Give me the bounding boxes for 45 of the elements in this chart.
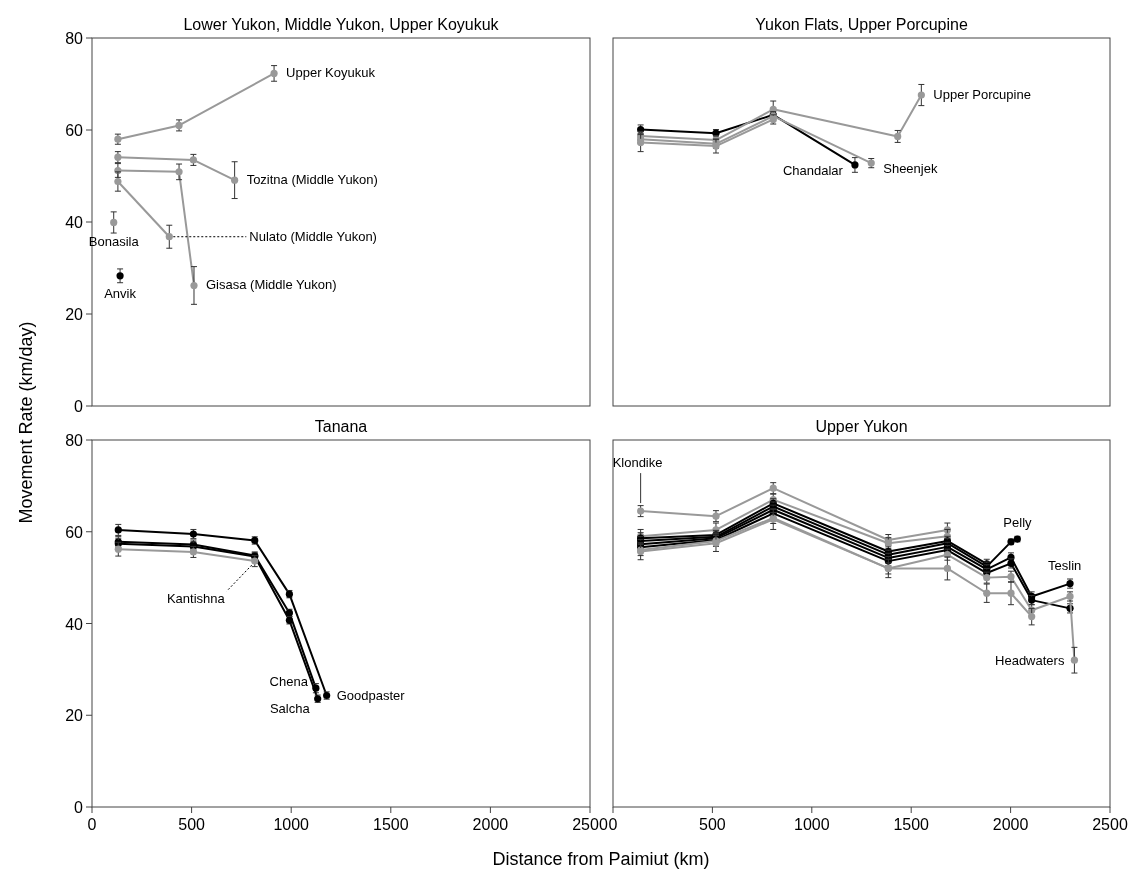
annotation: Bonasila (88, 234, 140, 250)
y-tick-label: 60 (65, 523, 84, 541)
y-tick-label: 80 (65, 30, 84, 47)
annotation: Chena (269, 674, 309, 690)
x-tick-label: 2000 (992, 816, 1029, 833)
annotation: Goodpaster (336, 687, 406, 703)
y-axis-title: Movement Rate (km/day) (16, 321, 36, 524)
x-axis-title: Distance from Paimiut (km) (492, 849, 710, 869)
x-tick-label: 2500 (1092, 816, 1128, 833)
annotation: Kantishna (166, 591, 226, 607)
y-tick-label: 40 (65, 615, 84, 633)
x-tick-label: 2000 (472, 816, 509, 833)
x-tick-label: 1000 (794, 816, 830, 833)
annotation: Sheenjek (883, 161, 938, 177)
annotation: Tozitna (Middle Yukon) (246, 172, 378, 188)
annotation: Nulato (Middle Yukon) (249, 228, 377, 244)
x-tick-label: 2500 (572, 816, 608, 833)
x-tick-label: 1000 (273, 816, 310, 833)
y-tick-label: 60 (65, 122, 84, 139)
x-tick-label: 1500 (373, 816, 409, 833)
annotation: Upper Koyukuk (286, 65, 376, 81)
annotation: Klondike (612, 455, 663, 471)
x-tick-label: 500 (178, 816, 206, 833)
annotation: Gisasa (Middle Yukon) (205, 277, 337, 293)
y-tick-label: 20 (65, 707, 84, 725)
x-tick-label: 500 (699, 816, 726, 833)
y-tick-label: 40 (65, 214, 84, 231)
annotation: Teslin (1048, 557, 1082, 573)
y-tick-label: 0 (74, 398, 84, 415)
x-tick-label: 1500 (893, 816, 930, 833)
annotation: Anvik (104, 285, 137, 301)
chart-title: Tanana (314, 418, 368, 435)
annotation: Pelly (1003, 515, 1033, 531)
chart-title: Yukon Flats, Upper Porcupine (755, 16, 968, 33)
x-tick-label: 0 (608, 816, 618, 833)
y-tick-label: 80 (65, 432, 84, 449)
x-tick-label: 0 (87, 816, 97, 833)
chart-title: Upper Yukon (815, 418, 908, 435)
annotation: Upper Porcupine (933, 87, 1031, 103)
y-tick-label: 0 (74, 799, 84, 816)
annotation: Chandalar (782, 162, 844, 178)
annotation: Salcha (269, 700, 311, 716)
chart-title: Lower Yukon, Middle Yukon, Upper Koyukuk (183, 16, 500, 33)
annotation: Headwaters (995, 653, 1065, 669)
y-tick-label: 20 (65, 306, 84, 323)
